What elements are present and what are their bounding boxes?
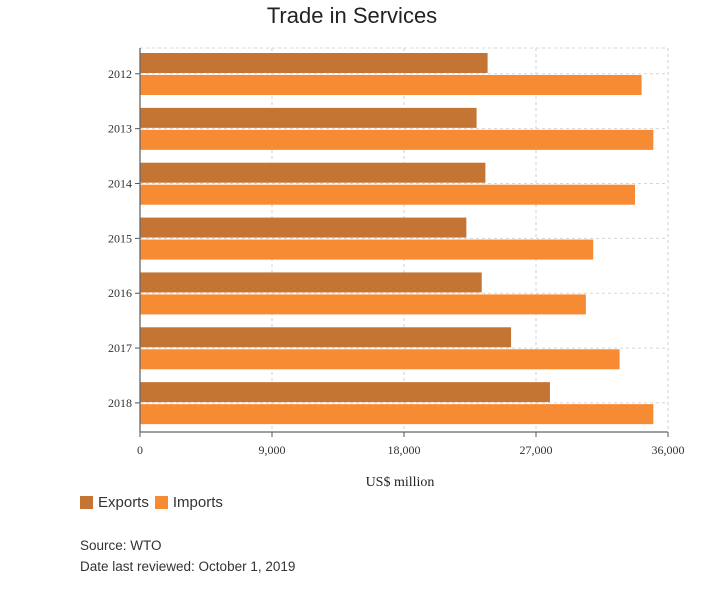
bar-imports-2015 <box>140 239 594 260</box>
bar-exports-2015 <box>140 217 467 238</box>
x-tick-label: 36,000 <box>652 443 685 457</box>
y-tick-label: 2012 <box>108 67 132 81</box>
source-note: Source: WTO <box>80 538 162 553</box>
bar-chart: 2012 2013 2014 2015 2016 2017 2018 0 9,000 18,000… <box>108 47 685 490</box>
legend: Exports Imports <box>80 494 229 511</box>
bar-imports-2014 <box>140 184 635 205</box>
exports-swatch <box>80 496 93 509</box>
chart-title: Trade in Services <box>266 3 438 28</box>
x-tick-label: 9,000 <box>259 443 286 457</box>
bar-exports-2016 <box>140 272 482 293</box>
y-tick-label: 2017 <box>108 341 132 355</box>
bar-imports-2018 <box>140 404 654 425</box>
legend-label-imports: Imports <box>172 494 223 511</box>
bar-exports-2012 <box>140 53 488 73</box>
bar-imports-2013 <box>140 129 654 150</box>
legend-item-exports[interactable]: Exports <box>80 494 149 511</box>
x-axis-label: US$ million <box>366 475 435 490</box>
y-tick-label: 2013 <box>108 122 132 136</box>
bar-exports-2018 <box>140 382 550 403</box>
legend-label-exports: Exports <box>98 494 149 511</box>
imports-swatch <box>154 496 168 509</box>
bar-exports-2014 <box>140 162 486 183</box>
bar-exports-2013 <box>140 107 477 128</box>
y-tick-label: 2014 <box>108 176 132 190</box>
x-tick-label: 0 <box>137 443 143 457</box>
x-tick-label: 27,000 <box>520 443 553 457</box>
bar-imports-2017 <box>140 349 620 370</box>
y-tick-label: 2015 <box>108 231 132 245</box>
x-tick-label: 18,000 <box>388 443 421 457</box>
bar-exports-2017 <box>140 327 512 348</box>
legend-item-imports[interactable]: Imports <box>154 494 223 511</box>
last-reviewed-note: Date last reviewed: October 1, 2019 <box>80 559 296 574</box>
y-tick-label: 2016 <box>108 286 132 300</box>
y-tick-label: 2018 <box>108 396 132 410</box>
bar-imports-2016 <box>140 294 586 315</box>
bar-imports-2012 <box>140 75 642 95</box>
